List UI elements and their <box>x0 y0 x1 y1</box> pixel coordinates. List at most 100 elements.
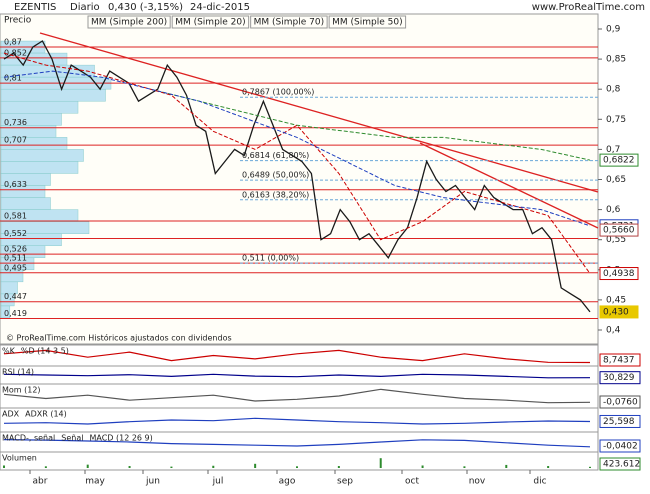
volume-profile-bar <box>0 161 79 174</box>
level-label: 0,852 <box>4 48 27 57</box>
y-tick-label: 0,8 <box>606 85 621 95</box>
price-panel <box>0 13 599 345</box>
volume-profile-bar <box>0 305 11 319</box>
legend-entry: MM (Simple 20) <box>175 18 245 28</box>
trend-line <box>39 32 599 193</box>
x-tick-label: may <box>85 477 105 487</box>
indicator-badge <box>599 439 641 453</box>
volume-bar <box>212 465 215 468</box>
volume-bar <box>3 465 5 468</box>
indicator-panel <box>0 451 599 471</box>
indicator-value: 25,598 <box>603 417 635 427</box>
indicator-badge <box>599 457 641 471</box>
indicator-label: Volumen <box>2 454 37 463</box>
volume-profile-bar <box>0 197 51 210</box>
y-tick-label: 0,4 <box>606 326 621 336</box>
indicator-value: 8,7437 <box>603 356 635 366</box>
level-label: 0,511 <box>4 254 27 263</box>
indicator-label: Señal <box>61 434 83 443</box>
volume-bar <box>463 466 466 468</box>
fib-label: 0,6163 (38,20%) <box>242 190 309 199</box>
site: www.ProRealTime.com <box>532 2 645 13</box>
level-label: 0,633 <box>4 180 27 189</box>
price-badge <box>599 153 639 167</box>
moving-average <box>3 70 591 227</box>
y-tick-label: 0,45 <box>606 295 626 305</box>
volume-bar <box>337 466 340 468</box>
indicator-line <box>3 439 591 448</box>
indicator-line <box>3 417 591 425</box>
trend-line <box>419 142 599 229</box>
symbol: EZENTIS <box>14 2 56 13</box>
level-label: 0,552 <box>4 229 27 238</box>
price-badge-label: 0,4938 <box>603 269 635 279</box>
date: 24-dic-2015 <box>190 2 250 13</box>
volume-bar <box>128 466 131 468</box>
last-price: 0,430 (-3,15%) <box>108 2 183 13</box>
indicator-label: RSI (14) <box>2 368 34 377</box>
level-label: 0,736 <box>4 118 27 127</box>
x-tick-label: nov <box>469 477 486 487</box>
fib-label: 0,6814 (61,80%) <box>242 151 309 160</box>
price-badge <box>599 223 639 237</box>
level-label: 0,526 <box>4 245 27 254</box>
indicator-label: %K <box>2 347 16 356</box>
indicator-value: -0,0760 <box>603 398 638 408</box>
indicator-line <box>3 373 591 379</box>
indicator-label: MACD (12 26 9) <box>89 434 152 443</box>
volume-bar <box>421 465 424 468</box>
legend-entry: MM (Simple 50) <box>332 18 402 28</box>
x-tick-label: jun <box>145 477 160 487</box>
volume-bar <box>44 466 47 468</box>
indicator-label: MACD-, señal <box>2 434 55 443</box>
indicator-value: -0,0402 <box>603 442 638 452</box>
indicator-badge <box>599 395 641 409</box>
indicator-panel <box>0 365 599 385</box>
legend-entry: MM (Simple 200) <box>91 18 167 28</box>
indicator-label: Mom (12) <box>2 386 41 395</box>
level-label: 0,447 <box>4 292 27 301</box>
price-badge-label: 0,6822 <box>603 156 635 166</box>
legend-box <box>171 15 250 29</box>
level-label: 0,419 <box>4 309 27 318</box>
x-tick-label: ago <box>279 477 296 487</box>
price-badge-label: 0,5660 <box>603 226 635 236</box>
legend-box <box>250 15 328 29</box>
volume-bar <box>86 464 89 468</box>
legend-box <box>328 15 407 29</box>
fib-label: 0,511 (0,00%) <box>242 254 299 263</box>
volume-bar <box>170 466 173 468</box>
volume-profile-bar <box>0 149 84 162</box>
volume-profile-bar <box>0 101 79 114</box>
indicator-label: %D (14 3 5) <box>21 347 69 356</box>
fib-label: 0,7867 (100,00%) <box>242 88 314 97</box>
x-tick-label: jul <box>212 477 224 487</box>
indicator-badge <box>599 414 641 428</box>
legend-box <box>87 15 171 29</box>
y-tick-label: 0,55 <box>606 235 626 245</box>
indicator-value: 30,829 <box>603 373 635 383</box>
volume-bar <box>254 463 257 468</box>
y-tick-label: 0,75 <box>606 115 626 125</box>
y-tick-label: 0,7 <box>606 145 620 155</box>
price-badge-label: 0,430 <box>603 307 629 317</box>
legend-entry: MM (Simple 70) <box>254 18 324 28</box>
indicator-value: 423.612 <box>603 460 640 470</box>
moving-average <box>3 52 591 274</box>
y-tick-label: 0,85 <box>606 55 626 65</box>
indicator-line <box>3 388 591 404</box>
volume-profile-bar <box>0 88 106 102</box>
indicator-line <box>3 349 591 364</box>
indicator-panels: %K %D (14 3 5) 8,7437 RSI (14) 30,829 Mom (12… <box>0 344 641 471</box>
level-label: 0,87 <box>4 38 22 47</box>
price-badge <box>599 305 639 319</box>
indicator-label: ADX <box>2 410 20 419</box>
level-label: 0,707 <box>4 136 27 145</box>
indicator-label: ADXR (14) <box>25 410 67 419</box>
x-tick-label: oct <box>405 477 419 487</box>
indicator-badge <box>599 353 641 367</box>
volume-bar <box>379 458 382 468</box>
x-tick-label: abr <box>33 477 48 487</box>
